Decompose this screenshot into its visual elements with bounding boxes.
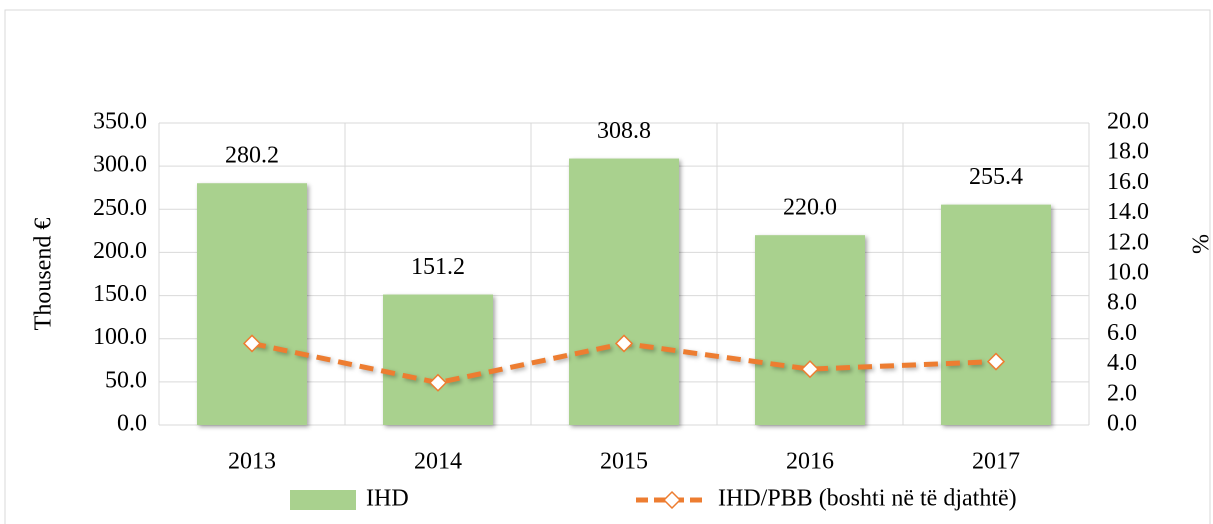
line-marker <box>242 334 262 353</box>
data-label: 220.0 <box>783 195 837 221</box>
y2-tick-label: 10.0 <box>1107 260 1149 286</box>
bar <box>197 183 307 425</box>
bar <box>755 235 865 425</box>
y-tick-label: 200.0 <box>93 238 147 264</box>
y2-tick-label: 2.0 <box>1107 380 1137 406</box>
y-tick-label: 50.0 <box>105 367 147 393</box>
legend-marker <box>662 490 682 510</box>
line-marker <box>614 334 634 353</box>
y2-tick-label: 8.0 <box>1107 290 1137 316</box>
y2-axis-title: % <box>1189 234 1213 254</box>
x-tick-label: 2016 <box>786 449 834 475</box>
y2-tick-label: 14.0 <box>1107 199 1149 225</box>
data-label: 255.4 <box>969 164 1023 190</box>
line-marker <box>800 360 820 379</box>
y2-tick-label: 4.0 <box>1107 350 1137 376</box>
legend-swatch <box>290 490 356 510</box>
data-label: 308.8 <box>597 118 651 144</box>
data-label: 151.2 <box>411 254 465 280</box>
y2-tick-label: 16.0 <box>1107 169 1149 195</box>
data-label: 280.2 <box>225 143 279 169</box>
legend-label: IHD/PBB (boshti në të djathtë) <box>718 486 1017 512</box>
legend-label: IHD <box>366 486 409 512</box>
y-tick-label: 300.0 <box>93 152 147 178</box>
y2-tick-label: 12.0 <box>1107 229 1149 255</box>
bar <box>941 204 1051 425</box>
y-tick-label: 100.0 <box>93 324 147 350</box>
x-tick-label: 2013 <box>228 449 276 475</box>
y2-tick-label: 0.0 <box>1107 411 1137 437</box>
y2-tick-label: 6.0 <box>1107 320 1137 346</box>
bar <box>383 294 493 425</box>
y-tick-label: 250.0 <box>93 195 147 221</box>
y-tick-label: 0.0 <box>117 411 147 437</box>
y-axis-title: Thousend € <box>31 218 57 331</box>
line-marker <box>428 373 448 392</box>
x-tick-label: 2017 <box>972 449 1020 475</box>
y2-tick-label: 18.0 <box>1107 139 1149 165</box>
x-tick-label: 2015 <box>600 449 648 475</box>
bar <box>569 158 679 425</box>
y-tick-label: 150.0 <box>93 281 147 307</box>
y-tick-label: 350.0 <box>93 109 147 135</box>
y2-tick-label: 20.0 <box>1107 109 1149 135</box>
line-marker <box>986 352 1006 371</box>
x-tick-label: 2014 <box>414 449 462 475</box>
